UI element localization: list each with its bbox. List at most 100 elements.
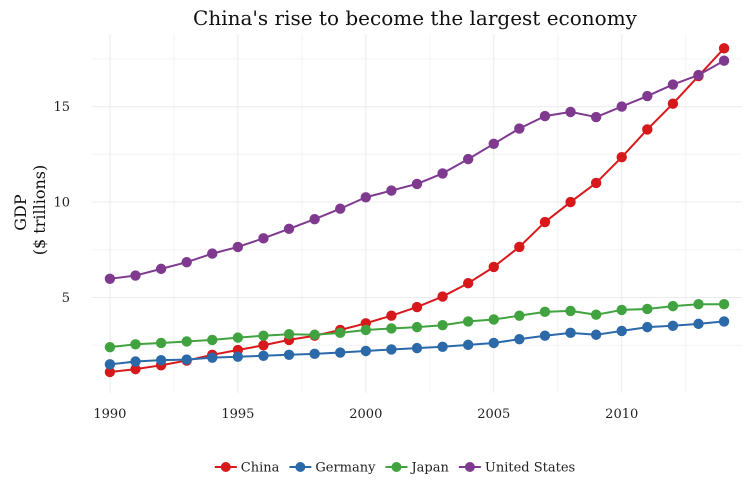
legend-key-dot xyxy=(295,462,306,472)
data-point-united-states xyxy=(693,69,704,81)
legend-label: United States xyxy=(485,461,575,476)
data-point-japan xyxy=(642,303,653,315)
data-point-germany xyxy=(667,320,679,331)
y-tick-label: 15 xyxy=(53,100,70,115)
data-point-united-states xyxy=(539,110,551,122)
data-point-japan xyxy=(667,300,679,312)
legend-key-dot xyxy=(220,462,231,472)
data-point-united-states xyxy=(386,185,397,196)
data-point-united-states xyxy=(437,168,448,179)
data-point-china xyxy=(437,291,448,302)
data-point-united-states xyxy=(514,123,525,134)
data-point-china xyxy=(411,301,423,313)
data-point-japan xyxy=(437,320,448,331)
data-point-china xyxy=(667,98,679,109)
legend-item-united-states: United States xyxy=(458,461,575,476)
data-point-japan xyxy=(309,329,320,340)
data-point-united-states xyxy=(155,263,167,275)
x-tick-label: 2010 xyxy=(605,407,638,422)
data-point-china xyxy=(258,340,269,351)
data-point-germany xyxy=(232,351,244,362)
data-point-united-states xyxy=(565,106,576,118)
x-tick-label: 2005 xyxy=(477,407,510,422)
data-point-germany xyxy=(283,349,295,361)
chart-title: China's rise to become the largest econo… xyxy=(193,6,638,30)
data-point-japan xyxy=(130,339,141,350)
data-point-united-states xyxy=(181,256,192,268)
data-point-germany xyxy=(642,321,653,333)
data-point-japan xyxy=(207,334,218,346)
legend-label: Japan xyxy=(409,461,449,476)
data-point-china xyxy=(565,196,576,208)
data-point-germany xyxy=(462,339,474,351)
data-point-united-states xyxy=(232,241,244,253)
data-point-japan xyxy=(616,304,627,316)
data-point-germany xyxy=(309,348,320,360)
data-point-germany xyxy=(360,345,372,357)
series-japan xyxy=(104,299,730,353)
data-point-japan xyxy=(565,305,576,317)
data-point-united-states xyxy=(411,178,423,190)
data-point-germany xyxy=(693,318,704,330)
data-point-united-states xyxy=(718,55,730,66)
y-tick-label: 5 xyxy=(62,291,70,306)
data-point-japan xyxy=(335,327,346,339)
data-point-japan xyxy=(232,332,244,343)
data-point-japan xyxy=(514,310,525,321)
data-point-germany xyxy=(181,354,192,365)
legend-key-dot xyxy=(464,462,475,472)
data-point-japan xyxy=(693,299,704,310)
data-point-germany xyxy=(207,352,218,363)
y-axis-label-line-1: GDP xyxy=(11,194,30,231)
x-tick-label: 1995 xyxy=(221,407,254,422)
data-point-germany xyxy=(258,350,269,361)
data-point-united-states xyxy=(335,203,346,214)
data-point-japan xyxy=(258,330,269,341)
data-point-germany xyxy=(590,329,602,340)
data-point-japan xyxy=(360,324,372,336)
data-point-china xyxy=(386,310,397,321)
data-point-japan xyxy=(283,328,295,340)
data-point-germany xyxy=(411,342,423,354)
data-point-united-states xyxy=(590,111,602,123)
data-point-germany xyxy=(718,316,730,327)
legend-item-china: China xyxy=(214,461,280,476)
x-tick-label: 2000 xyxy=(349,407,382,422)
data-point-germany xyxy=(514,333,525,345)
data-point-china xyxy=(590,177,602,189)
data-point-china xyxy=(104,366,116,378)
y-axis-ticks: 5 10 15 xyxy=(53,100,70,306)
data-point-germany xyxy=(565,327,576,339)
data-point-united-states xyxy=(283,223,295,234)
data-point-germany xyxy=(437,341,448,352)
legend-item-germany: Germany xyxy=(289,461,376,476)
data-point-china xyxy=(616,151,627,163)
data-point-china xyxy=(718,43,730,54)
data-point-japan xyxy=(462,316,474,327)
x-tick-label: 1990 xyxy=(93,407,126,422)
data-point-united-states xyxy=(616,101,627,112)
y-tick-label: 10 xyxy=(53,196,70,211)
data-point-united-states xyxy=(130,270,141,281)
legend-key-dot xyxy=(391,462,402,472)
data-point-china xyxy=(462,277,474,289)
data-point-japan xyxy=(411,321,423,333)
x-axis-ticks: 1990 1995 2000 2005 2010 xyxy=(93,407,638,422)
data-point-germany xyxy=(335,347,346,358)
data-point-united-states xyxy=(309,214,320,225)
data-point-japan xyxy=(155,337,167,349)
data-point-china xyxy=(488,261,499,273)
data-point-united-states xyxy=(488,138,499,150)
data-point-germany xyxy=(539,330,551,341)
y-axis-label-line-2: ($ trillions) xyxy=(30,165,49,255)
legend-label: China xyxy=(241,461,280,476)
data-point-united-states xyxy=(642,90,653,102)
data-point-united-states xyxy=(667,79,679,90)
data-point-germany xyxy=(616,325,627,337)
data-point-germany xyxy=(386,344,397,355)
series-germany xyxy=(104,316,730,370)
data-point-united-states xyxy=(258,233,269,244)
data-point-germany xyxy=(130,356,141,367)
data-point-china xyxy=(539,216,551,228)
